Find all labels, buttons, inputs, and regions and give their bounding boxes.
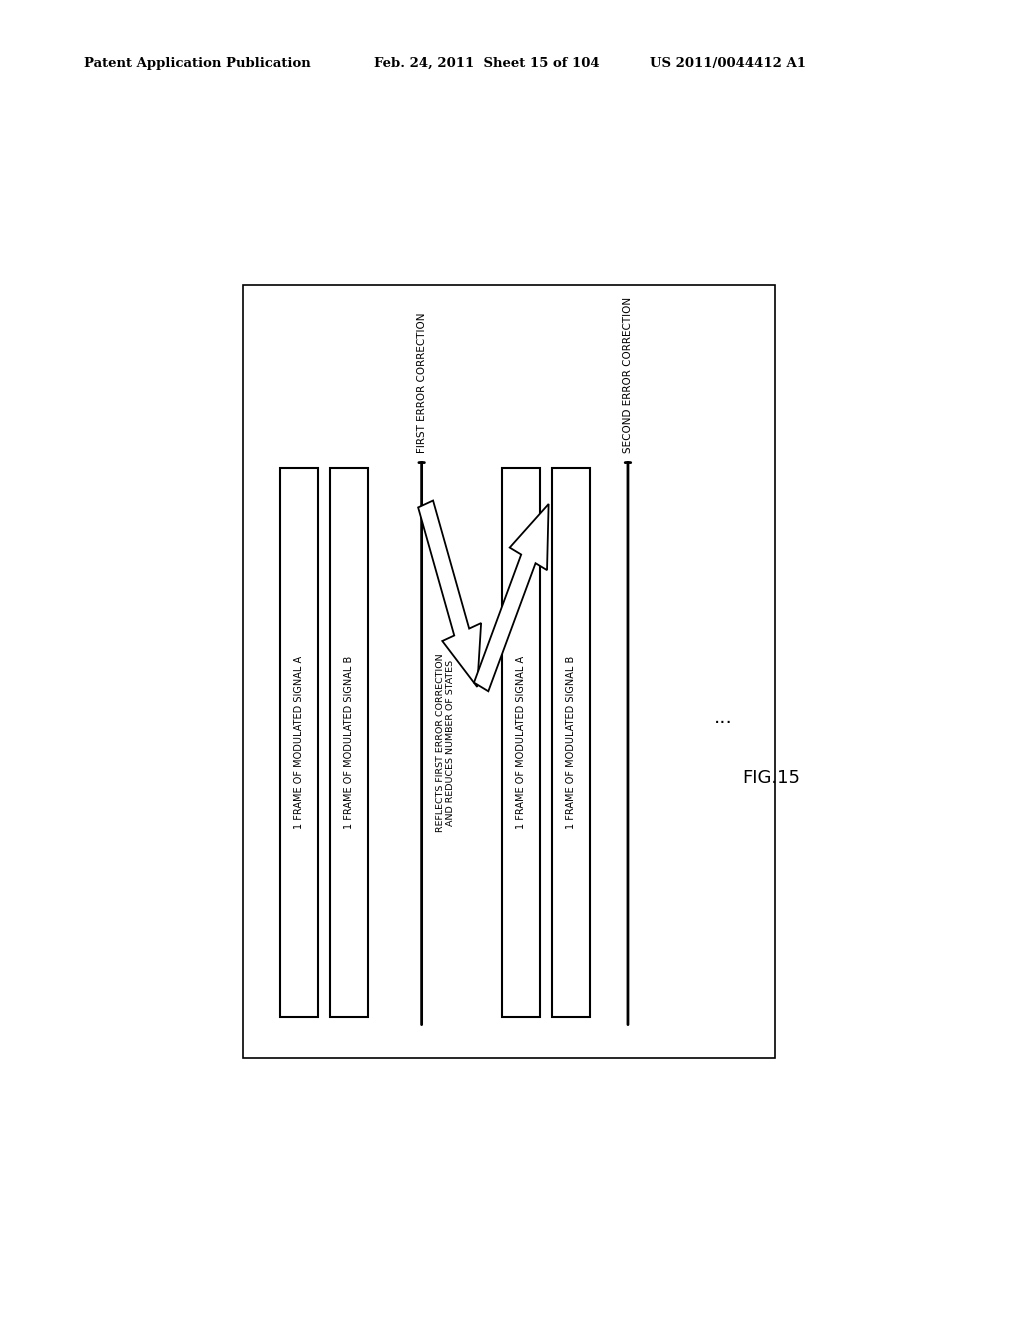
- Text: REFLECTS FIRST ERROR CORRECTION
AND REDUCES NUMBER OF STATES: REFLECTS FIRST ERROR CORRECTION AND REDU…: [436, 653, 455, 832]
- Bar: [502, 469, 540, 1018]
- Text: 1 FRAME OF MODULATED SIGNAL A: 1 FRAME OF MODULATED SIGNAL A: [516, 656, 526, 829]
- Text: 1 FRAME OF MODULATED SIGNAL B: 1 FRAME OF MODULATED SIGNAL B: [566, 656, 575, 829]
- Bar: [552, 469, 590, 1018]
- Text: FIRST ERROR CORRECTION: FIRST ERROR CORRECTION: [417, 313, 427, 453]
- Bar: [243, 285, 775, 1057]
- Polygon shape: [474, 504, 549, 692]
- Text: ...: ...: [714, 708, 732, 727]
- Bar: [330, 469, 368, 1018]
- Polygon shape: [418, 500, 481, 686]
- Text: FIG.15: FIG.15: [741, 770, 800, 788]
- Text: US 2011/0044412 A1: US 2011/0044412 A1: [650, 57, 806, 70]
- Text: 1 FRAME OF MODULATED SIGNAL B: 1 FRAME OF MODULATED SIGNAL B: [344, 656, 353, 829]
- Text: Patent Application Publication: Patent Application Publication: [84, 57, 310, 70]
- Bar: [280, 469, 317, 1018]
- Text: 1 FRAME OF MODULATED SIGNAL A: 1 FRAME OF MODULATED SIGNAL A: [294, 656, 304, 829]
- Text: SECOND ERROR CORRECTION: SECOND ERROR CORRECTION: [623, 297, 633, 453]
- Text: Feb. 24, 2011  Sheet 15 of 104: Feb. 24, 2011 Sheet 15 of 104: [374, 57, 599, 70]
